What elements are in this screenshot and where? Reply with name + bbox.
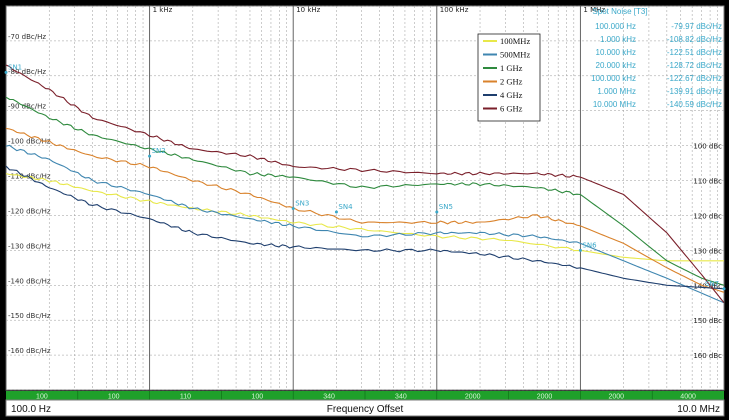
marker-point	[4, 70, 8, 74]
spot-noise-frequency: 1.000 MHz	[597, 87, 636, 96]
series-line-2-ghz	[5, 127, 725, 293]
x-end-label: 10.0 MHz	[677, 404, 720, 415]
x-top-tick-label: 1 kHz	[153, 6, 173, 14]
bottom-bar-value: 340	[395, 394, 407, 401]
marker-label: SN7	[705, 280, 719, 288]
bottom-bar-value: 100	[36, 394, 48, 401]
spot-noise-value: -122.51 dBc/Hz	[667, 48, 722, 57]
y-left-tick-label: -150 dBc/Hz	[8, 312, 51, 320]
series-line-4-ghz	[5, 165, 725, 290]
legend-label: 500MHz	[500, 50, 530, 60]
series-line-100mhz	[5, 173, 724, 262]
spot-noise-frequency: 10.000 MHz	[593, 100, 636, 109]
grid	[5, 5, 724, 391]
x-axis-title: Frequency Offset	[327, 404, 404, 415]
marker-point	[722, 287, 726, 291]
y-left-tick-label: -160 dBc/Hz	[8, 347, 51, 355]
bottom-bar-value: 100	[108, 394, 120, 401]
spot-noise-frequency: 100.000 kHz	[591, 74, 636, 83]
spot-noise-table: Spot Noise [T3] 100.000 Hz -79.97 dBc/Hz 1.…	[591, 7, 722, 109]
marker-label: SN4	[338, 203, 353, 211]
y-left-tick-label: -70 dBc/Hz	[8, 33, 46, 41]
spot-noise-value: -140.59 dBc/Hz	[667, 100, 722, 109]
spot-noise-value: -139.91 dBc/Hz	[667, 87, 722, 96]
bottom-bar-value: 340	[323, 394, 335, 401]
marker-point	[148, 154, 152, 158]
legend-label: 4 GHz	[500, 90, 523, 100]
marker-label: SN1	[8, 63, 22, 71]
y-right-tick-label: 100 dBc	[693, 143, 722, 151]
footer-bar: 100.0 Hz Frequency Offset 10.0 MHz	[5, 399, 725, 417]
series-layer	[5, 64, 725, 304]
legend-box	[477, 33, 541, 122]
spot-noise-frequency: 1.000 kHz	[600, 35, 636, 44]
y-left-tick-label: -140 dBc/Hz	[8, 277, 51, 285]
x-start-label: 100.0 Hz	[11, 404, 51, 415]
y-right-tick-label: 160 dBc	[693, 352, 722, 360]
spot-noise-frequency: 10.000 kHz	[596, 48, 636, 57]
bottom-bar-value: 100	[251, 394, 263, 401]
legend: 100MHz 500MHz 1 GHz 2 GHz 4 GHz 6 GHz	[477, 33, 541, 122]
marker-point	[291, 206, 295, 210]
y-left-tick-label: -100 dBc/Hz	[8, 138, 51, 146]
spot-noise-value: -128.72 dBc/Hz	[667, 61, 722, 70]
marker-label: SN3	[295, 199, 309, 207]
marker-point	[435, 210, 439, 214]
bottom-value-bar: 100 100 110 100 340 340 2000 2000 2000 4000	[6, 391, 724, 401]
legend-label: 2 GHz	[500, 77, 523, 87]
y-right-tick-label: 120 dBc	[693, 212, 722, 220]
marker-point	[578, 248, 582, 252]
marker-label: SN5	[439, 203, 453, 211]
series-line-500mhz	[5, 144, 725, 304]
y-right-tick-label: 130 dBc	[693, 247, 722, 255]
bottom-bar-value: 2000	[537, 394, 553, 401]
y-right-tick-label: 150 dBc	[693, 317, 722, 325]
bottom-bar-value: 110	[180, 394, 191, 401]
spot-noise-value: -79.97 dBc/Hz	[671, 22, 722, 31]
legend-label: 1 GHz	[500, 63, 523, 73]
bottom-bar-value: 4000	[680, 394, 696, 401]
marker-label: SN2	[152, 147, 166, 155]
spot-noise-value: -108.82 dBc/Hz	[667, 35, 722, 44]
marker-point	[334, 210, 338, 214]
series-line-6-ghz	[5, 64, 725, 304]
series-line-1-ghz	[5, 96, 725, 286]
spot-noise-frequency: 20.000 kHz	[596, 61, 636, 70]
legend-label: 100MHz	[500, 36, 530, 46]
y-right-tick-label: 110 dBc	[693, 178, 722, 186]
spot-noise-title: Spot Noise [T3]	[592, 7, 647, 16]
y-left-tick-label: -80 dBc/Hz	[8, 68, 46, 76]
spot-noise-value: -122.67 dBc/Hz	[667, 74, 722, 83]
y-left-tick-label: -120 dBc/Hz	[8, 207, 51, 215]
legend-label: 6 GHz	[500, 104, 523, 114]
footer-background	[5, 399, 725, 417]
y-right-tick-label: 140 dBc	[693, 282, 722, 290]
bottom-bar-value: 2000	[465, 394, 481, 401]
x-top-tick-label: 1 MHz	[583, 6, 605, 14]
x-top-tick-label: 10 kHz	[296, 6, 320, 14]
bottom-bar-value: 2000	[609, 394, 625, 401]
x-top-tick-label: 100 kHz	[440, 6, 469, 14]
spot-noise-frequency: 100.000 Hz	[595, 22, 636, 31]
marker-layer: SN1 SN2 SN3 SN4 SN5 SN6 SN7	[4, 63, 726, 291]
marker-label: SN6	[582, 241, 597, 249]
y-left-tick-label: -130 dBc/Hz	[8, 242, 51, 250]
